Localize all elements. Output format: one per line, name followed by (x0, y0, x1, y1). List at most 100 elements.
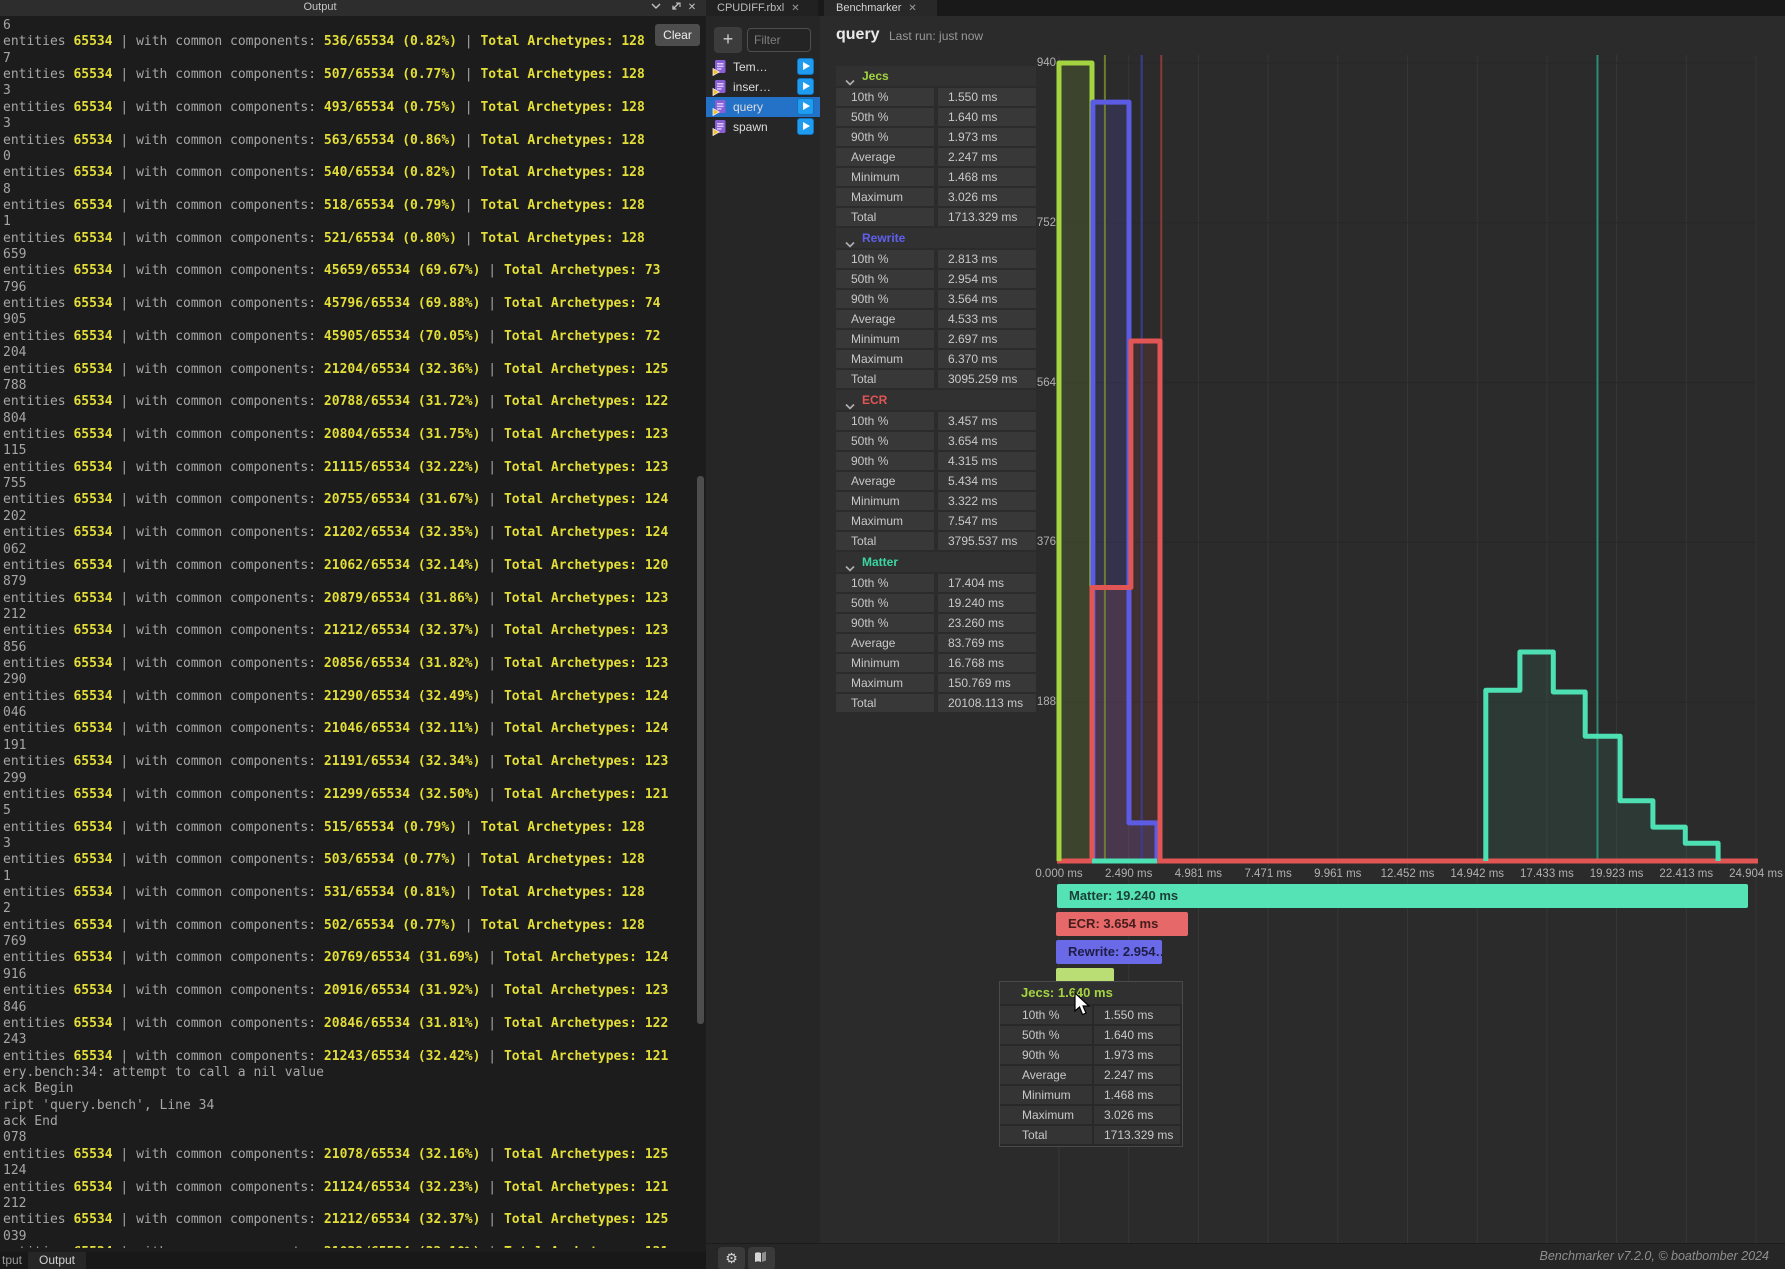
scrollbar-thumb[interactable] (697, 476, 704, 1024)
log-line: entities 65534 | with common components:… (3, 950, 669, 966)
tooltip-row: Average 2.247 ms (1000, 1066, 1182, 1084)
stat-label: 90th % (836, 290, 934, 308)
log-line-fragment: 1 (3, 214, 11, 230)
close-icon[interactable]: ✕ (791, 3, 800, 14)
chevron-down-icon (845, 397, 855, 415)
log-line-fragment: 204 (3, 345, 27, 361)
x-axis-tick-label: 24.904 ms (1729, 868, 1783, 880)
tab-benchmarker[interactable]: Benchmarker ✕ (824, 0, 937, 16)
stat-label: Minimum (1000, 1086, 1092, 1104)
stat-label: Minimum (836, 330, 934, 348)
log-line: entities 65534 | with common components:… (3, 754, 669, 770)
log-line-fragment: ack End (3, 1114, 58, 1130)
add-benchmark-button[interactable]: + (714, 27, 742, 53)
log-line: entities 65534 | with common components:… (3, 1212, 669, 1228)
log-line-fragment: 846 (3, 999, 27, 1015)
log-line: entities 65534 | with common components:… (3, 852, 645, 868)
clear-button[interactable]: Clear (655, 24, 700, 46)
output-log: 6 entities 65534 | with common components… (0, 18, 700, 1248)
plugin-version-label: Benchmarker v7.2.0, © boatbomber 2024 (1539, 1249, 1769, 1263)
stats-row: 10th % 3.457 ms (836, 412, 1036, 430)
benchmarker-bottombar: ⚙ Benchmarker v7.2.0, © boatbomber 2024 (706, 1243, 1785, 1269)
log-line-fragment: 299 (3, 770, 27, 786)
stat-value: 1713.329 ms (1094, 1126, 1180, 1144)
log-line-fragment: 290 (3, 672, 27, 688)
chevron-down-icon[interactable] (649, 2, 663, 14)
benchmark-list-item-spawn[interactable]: spawn (706, 117, 820, 137)
log-line: entities 65534 | with common components:… (3, 786, 669, 802)
tooltip-row: Total 1713.329 ms (1000, 1126, 1182, 1144)
run-benchmark-button[interactable] (797, 58, 814, 75)
log-line-fragment: 804 (3, 410, 27, 426)
run-benchmark-button[interactable] (797, 98, 814, 115)
benchmark-list-label: inser… (733, 80, 772, 94)
stat-label: Maximum (836, 512, 934, 530)
stats-row: Total 3095.259 ms (836, 370, 1036, 388)
stat-value: 1.640 ms (1094, 1026, 1180, 1044)
output-panel: Output ✕ Clear 6 entities 65534 | with co… (0, 0, 706, 1269)
output-header: Output ✕ (0, 0, 706, 16)
benchmark-title: query (836, 26, 880, 43)
result-bar-matter[interactable]: Matter: 19.240 ms (1057, 884, 1748, 908)
stat-label: Minimum (836, 492, 934, 510)
output-tab[interactable]: Output (28, 1252, 86, 1269)
log-line-fragment: 078 (3, 1130, 27, 1146)
stat-label: Minimum (836, 168, 934, 186)
book-icon (754, 1251, 769, 1267)
stat-label: Total (1000, 1126, 1092, 1144)
x-axis-tick-label: 14.942 ms (1450, 868, 1505, 880)
y-axis-tick-label: 752 (1036, 216, 1056, 229)
run-benchmark-button[interactable] (797, 78, 814, 95)
log-line: entities 65534 | with common components:… (3, 197, 645, 213)
filter-input[interactable] (747, 28, 811, 52)
output-title: Output (303, 1, 337, 13)
result-bar-ecr[interactable]: ECR: 3.654 ms (1056, 912, 1188, 936)
stat-value: 19.240 ms (938, 594, 1036, 612)
log-line: entities 65534 | with common components:… (3, 492, 669, 508)
tab-label: Benchmarker (836, 2, 902, 14)
benchmark-list-item-inser[interactable]: inser… (706, 77, 820, 97)
undock-icon[interactable] (668, 2, 682, 14)
x-axis-tick-label: 17.433 ms (1520, 868, 1574, 880)
stat-value: 1.550 ms (1094, 1006, 1180, 1024)
stats-row: Maximum 150.769 ms (836, 674, 1036, 692)
log-line-fragment: 039 (3, 1228, 27, 1244)
stats-panel: Jecs 10th % 1.550 ms 50th % 1.640 ms 90th % 1.… (836, 66, 1036, 714)
stats-section-header[interactable]: Jecs (836, 66, 1036, 86)
stats-row: 90th % 4.315 ms (836, 452, 1036, 470)
stat-value: 20108.113 ms (938, 694, 1036, 712)
stat-label: 90th % (836, 614, 934, 632)
stat-label: Maximum (836, 350, 934, 368)
close-icon[interactable]: ✕ (687, 2, 697, 13)
stats-row: Average 4.533 ms (836, 310, 1036, 328)
close-icon[interactable]: ✕ (908, 3, 917, 14)
stats-row: Minimum 16.768 ms (836, 654, 1036, 672)
log-line-fragment: 659 (3, 247, 27, 263)
output-tab-clipped[interactable]: tput (2, 1253, 23, 1267)
tab-label: CPUDIFF.rbxl (717, 2, 785, 14)
tooltip-row: 10th % 1.550 ms (1000, 1006, 1182, 1024)
stat-value: 4.315 ms (938, 452, 1036, 470)
tab-cpudiff[interactable]: CPUDIFF.rbxl ✕ (706, 0, 818, 16)
log-line: entities 65534 | with common components:… (3, 230, 645, 246)
log-line-fragment: 856 (3, 639, 27, 655)
output-scrollbar[interactable] (696, 18, 705, 1248)
output-bottom-tabbar: tput Output (0, 1252, 706, 1269)
y-axis-tick-label: 376 (1036, 536, 1056, 549)
stat-value: 23.260 ms (938, 614, 1036, 632)
run-benchmark-button[interactable] (797, 118, 814, 135)
stats-section-header[interactable]: ECR (836, 390, 1036, 410)
stats-section-header[interactable]: Matter (836, 552, 1036, 572)
stats-section-name: Matter (862, 555, 899, 569)
settings-button[interactable]: ⚙ (718, 1247, 745, 1269)
stats-row: Minimum 2.697 ms (836, 330, 1036, 348)
benchmark-list-item-Tem[interactable]: Tem… (706, 57, 820, 77)
docs-button[interactable] (748, 1247, 775, 1269)
result-bar-rewrite[interactable]: Rewrite: 2.954… (1056, 940, 1162, 964)
module-script-icon (712, 119, 727, 141)
benchmark-list-item-query[interactable]: query (706, 97, 820, 117)
mouse-cursor (1073, 991, 1095, 1023)
log-line-fragment: 3 (3, 835, 11, 851)
stats-section-header[interactable]: Rewrite (836, 228, 1036, 248)
benchmark-histogram-chart[interactable] (1036, 50, 1785, 1243)
